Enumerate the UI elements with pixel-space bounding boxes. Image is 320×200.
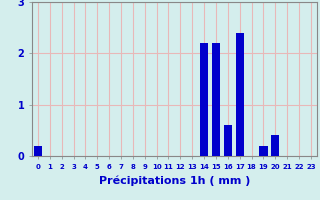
Bar (224, 125, 232, 156)
Bar (212, 43, 220, 156)
Bar (236, 33, 244, 156)
Bar (271, 135, 279, 156)
Bar (200, 43, 208, 156)
Bar (34, 146, 42, 156)
X-axis label: Précipitations 1h ( mm ): Précipitations 1h ( mm ) (99, 175, 250, 186)
Bar (259, 146, 268, 156)
